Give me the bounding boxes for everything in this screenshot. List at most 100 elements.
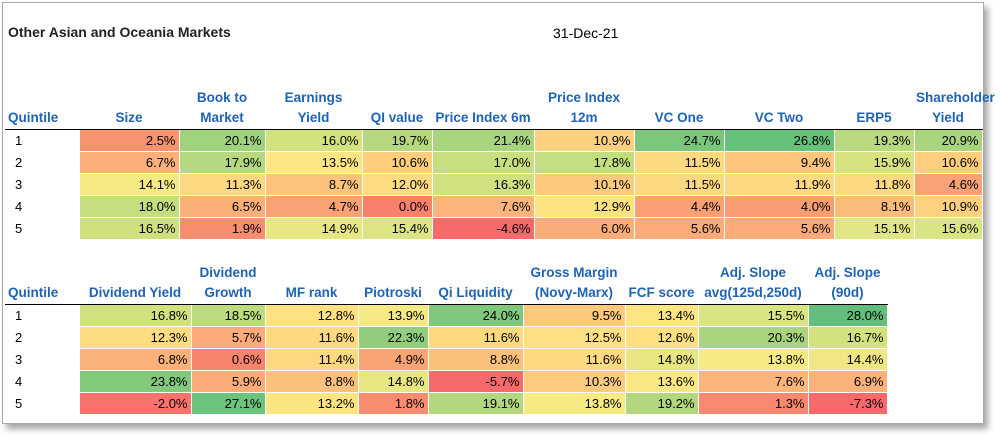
cell-vc-two: 26.8%: [723, 129, 835, 152]
cell-dividend-growth: 5.9%: [190, 370, 266, 393]
cell-price-index-6m: 21.4%: [431, 129, 535, 152]
cell-adj-slope-90d: 16.7%: [807, 326, 888, 349]
cell-gross-margin-novy-marx: 12.5%: [522, 326, 626, 349]
cell-vc-one: 4.4%: [633, 195, 725, 218]
cell-erp5: 15.1%: [833, 217, 915, 240]
cell-adj-slope-90d: 6.9%: [807, 370, 888, 393]
column-header-adj-slope-90d: Adj. Slope (90d): [808, 263, 887, 305]
cell-earnings-yield: 4.7%: [264, 195, 363, 218]
quintile-label: 2: [15, 155, 23, 170]
cell-qi-liquidity: 8.8%: [427, 348, 524, 371]
table-row: 4 18.0% 6.5% 4.7% 0.0% 7.6% 12.9% 4.4% 4.0% 8.1% 1…: [5, 195, 983, 218]
cell-shareholder-yield: 4.6%: [913, 173, 983, 196]
cell-shareholder-yield: 10.9%: [913, 195, 983, 218]
table-row: 2 6.7% 17.9% 13.5% 10.6% 17.0% 17.8% 11.5% 9.4% 1…: [5, 151, 983, 174]
column-header-shareholder-yield: Shareholder Yield: [914, 88, 995, 130]
cell-book-to-market: 11.3%: [178, 173, 266, 196]
cell-piotroski: 13.9%: [357, 304, 429, 327]
table-row: 5 -2.0% 27.1% 13.2% 1.8% 19.1% 13.8% 19.2% 1.3% -…: [5, 392, 888, 415]
cell-qi-value: 15.4%: [361, 217, 433, 240]
column-header-fcf-score: FCF score: [625, 263, 698, 305]
cell-size: 6.7%: [78, 151, 180, 174]
cell-fcf-score: 13.6%: [624, 370, 699, 393]
cell-vc-one: 24.7%: [633, 129, 725, 152]
cell-price-index-6m: 16.3%: [431, 173, 535, 196]
cell-book-to-market: 20.1%: [178, 129, 266, 152]
column-header-vc-two: VC Two: [724, 88, 834, 130]
column-header-piotroski: Piotroski: [358, 263, 428, 305]
cell-shareholder-yield: 15.6%: [913, 217, 983, 240]
column-header-mf-rank: MF rank: [265, 263, 358, 305]
cell-gross-margin-novy-marx: 13.8%: [522, 392, 626, 415]
quintile-label: 1: [15, 133, 23, 149]
cell-shareholder-yield: 10.6%: [913, 151, 983, 174]
cell-earnings-yield: 16.0%: [264, 129, 363, 152]
cell-erp5: 15.9%: [833, 151, 915, 174]
column-header-quintile: Quintile: [5, 263, 79, 305]
column-header-dividend-growth: Dividend Growth: [191, 263, 265, 305]
cell-price-index-12m: 17.8%: [533, 151, 635, 174]
cell-mf-rank: 13.2%: [264, 392, 359, 415]
cell-adj-slope-avg-125d-250d: 1.3%: [697, 392, 809, 415]
quintile-table-1: Quintile Size Book to Market Earnings Yield…: [5, 88, 995, 240]
cell-piotroski: 1.8%: [357, 392, 429, 415]
cell-qi-value: 10.6%: [361, 151, 433, 174]
cell-dividend-yield: 6.8%: [78, 348, 192, 371]
cell-qi-liquidity: 19.1%: [427, 392, 524, 415]
cell-price-index-12m: 12.9%: [533, 195, 635, 218]
cell-adj-slope-90d: 28.0%: [807, 304, 888, 327]
report-date: 31-Dec-21: [553, 25, 619, 41]
column-header-price-index-12m: Price Index 12m: [534, 88, 634, 130]
cell-price-index-6m: 17.0%: [431, 151, 535, 174]
cell-fcf-score: 19.2%: [624, 392, 699, 415]
cell-vc-one: 5.6%: [633, 217, 725, 240]
column-header-price-index-6m: Price Index 6m: [432, 88, 534, 130]
cell-vc-two: 4.0%: [723, 195, 835, 218]
cell-dividend-growth: 27.1%: [190, 392, 266, 415]
cell-adj-slope-90d: 14.4%: [807, 348, 888, 371]
cell-size: 18.0%: [78, 195, 180, 218]
quintile-table-2: Quintile Dividend Yield Dividend Growth MF …: [5, 263, 888, 415]
cell-price-index-6m: -4.6%: [431, 217, 535, 240]
cell-mf-rank: 12.8%: [264, 304, 359, 327]
quintile-label: 3: [15, 352, 23, 367]
column-header-quintile: Quintile: [5, 88, 79, 130]
cell-adj-slope-90d: -7.3%: [807, 392, 888, 415]
cell-dividend-yield: 12.3%: [78, 326, 192, 349]
cell-earnings-yield: 8.7%: [264, 173, 363, 196]
cell-erp5: 11.8%: [833, 173, 915, 196]
cell-piotroski: 4.9%: [357, 348, 429, 371]
cell-qi-value: 0.0%: [361, 195, 433, 218]
cell-qi-liquidity: 11.6%: [427, 326, 524, 349]
column-header-adj-slope-avg-125d-250d: Adj. Slope avg(125d,250d): [698, 263, 808, 305]
column-header-vc-one: VC One: [634, 88, 724, 130]
table-row: 1 2.5% 20.1% 16.0% 19.7% 21.4% 10.9% 24.7% 26.8%…: [5, 129, 983, 152]
cell-size: 16.5%: [78, 217, 180, 240]
column-header-qi-value: QI value: [362, 88, 432, 130]
cell-adj-slope-avg-125d-250d: 7.6%: [697, 370, 809, 393]
cell-qi-liquidity: -5.7%: [427, 370, 524, 393]
table-row: 5 16.5% 1.9% 14.9% 15.4% -4.6% 6.0% 5.6% 5.6% 15.…: [5, 217, 983, 240]
cell-piotroski: 22.3%: [357, 326, 429, 349]
column-header-dividend-yield: Dividend Yield: [79, 263, 191, 305]
column-header-erp5: ERP5: [834, 88, 914, 130]
cell-dividend-yield: 23.8%: [78, 370, 192, 393]
cell-fcf-score: 13.4%: [624, 304, 699, 327]
table-row: 3 14.1% 11.3% 8.7% 12.0% 16.3% 10.1% 11.5% 11.9%…: [5, 173, 983, 196]
cell-vc-one: 11.5%: [633, 173, 725, 196]
cell-fcf-score: 14.8%: [624, 348, 699, 371]
cell-earnings-yield: 14.9%: [264, 217, 363, 240]
header-row: Quintile Size Book to Market Earnings Yield…: [5, 88, 995, 130]
column-header-earnings-yield: Earnings Yield: [265, 88, 362, 130]
cell-dividend-yield: 16.8%: [78, 304, 192, 327]
cell-adj-slope-avg-125d-250d: 15.5%: [697, 304, 809, 327]
cell-dividend-growth: 18.5%: [190, 304, 266, 327]
cell-dividend-growth: 0.6%: [190, 348, 266, 371]
quintile-label: 4: [15, 199, 23, 214]
table-row: 2 12.3% 5.7% 11.6% 22.3% 11.6% 12.5% 12.6% 20.3%…: [5, 326, 888, 349]
cell-price-index-12m: 10.9%: [533, 129, 635, 152]
cell-mf-rank: 11.6%: [264, 326, 359, 349]
cell-gross-margin-novy-marx: 10.3%: [522, 370, 626, 393]
cell-price-index-12m: 6.0%: [533, 217, 635, 240]
cell-shareholder-yield: 20.9%: [913, 129, 983, 152]
